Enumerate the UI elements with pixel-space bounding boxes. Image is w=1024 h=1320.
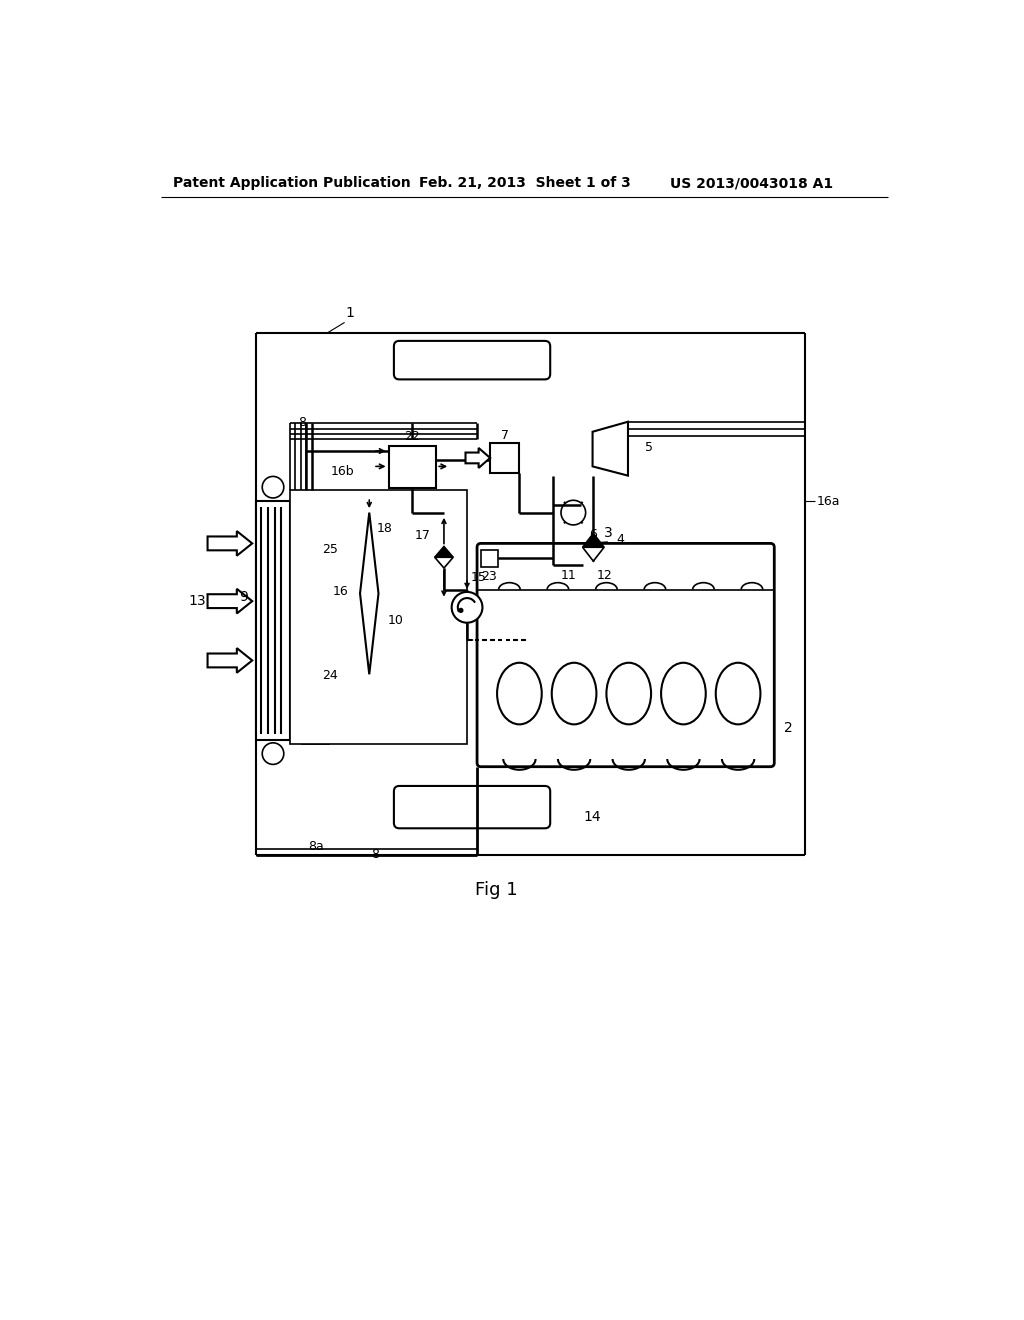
Polygon shape xyxy=(208,589,252,614)
Text: 10: 10 xyxy=(388,614,403,627)
Text: US 2013/0043018 A1: US 2013/0043018 A1 xyxy=(670,176,833,190)
Polygon shape xyxy=(208,648,252,673)
Polygon shape xyxy=(583,533,604,548)
Circle shape xyxy=(561,500,586,525)
Text: 5: 5 xyxy=(645,441,653,454)
Bar xyxy=(301,543,315,557)
Bar xyxy=(256,502,290,739)
Polygon shape xyxy=(208,531,252,556)
Text: 17: 17 xyxy=(415,529,430,543)
Text: 18: 18 xyxy=(377,521,393,535)
Text: 11: 11 xyxy=(561,569,577,582)
Text: 24: 24 xyxy=(323,668,338,681)
Circle shape xyxy=(262,743,284,764)
Text: 1: 1 xyxy=(345,306,354,321)
Bar xyxy=(490,444,519,473)
Text: 13: 13 xyxy=(188,594,206,609)
Polygon shape xyxy=(360,512,379,675)
Bar xyxy=(481,549,498,566)
Text: 22: 22 xyxy=(404,430,420,444)
Text: 3: 3 xyxy=(604,525,612,540)
Bar xyxy=(301,498,330,743)
Text: 23: 23 xyxy=(481,570,498,583)
Ellipse shape xyxy=(552,663,596,725)
Text: 9: 9 xyxy=(240,590,249,605)
Polygon shape xyxy=(583,548,604,561)
Text: 8: 8 xyxy=(298,416,305,429)
Polygon shape xyxy=(466,447,490,469)
Text: Patent Application Publication: Patent Application Publication xyxy=(173,176,411,190)
Text: 16: 16 xyxy=(333,585,348,598)
FancyBboxPatch shape xyxy=(394,341,550,379)
Circle shape xyxy=(262,477,284,498)
Polygon shape xyxy=(593,422,628,475)
Text: 12: 12 xyxy=(596,569,612,582)
Bar xyxy=(388,446,436,488)
Text: 4: 4 xyxy=(616,533,625,546)
Circle shape xyxy=(452,591,482,623)
Bar xyxy=(301,668,315,682)
Text: 14: 14 xyxy=(584,809,601,824)
Polygon shape xyxy=(435,546,454,557)
FancyBboxPatch shape xyxy=(477,544,774,767)
Text: 16a: 16a xyxy=(816,495,840,508)
Text: 7: 7 xyxy=(501,429,509,442)
Text: 2: 2 xyxy=(783,721,793,735)
Ellipse shape xyxy=(497,663,542,725)
Text: 16b: 16b xyxy=(331,465,354,478)
FancyBboxPatch shape xyxy=(394,785,550,829)
Circle shape xyxy=(459,609,463,612)
Text: 6: 6 xyxy=(589,528,597,541)
Text: 25: 25 xyxy=(323,543,338,556)
Ellipse shape xyxy=(606,663,651,725)
Ellipse shape xyxy=(662,663,706,725)
Ellipse shape xyxy=(716,663,761,725)
Text: 8a: 8a xyxy=(307,840,324,853)
Text: Fig 1: Fig 1 xyxy=(475,880,517,899)
Bar xyxy=(290,490,467,743)
Text: Feb. 21, 2013  Sheet 1 of 3: Feb. 21, 2013 Sheet 1 of 3 xyxy=(419,176,631,190)
Polygon shape xyxy=(435,557,454,568)
Text: 8: 8 xyxy=(372,847,380,861)
Text: 15: 15 xyxy=(471,572,486,585)
